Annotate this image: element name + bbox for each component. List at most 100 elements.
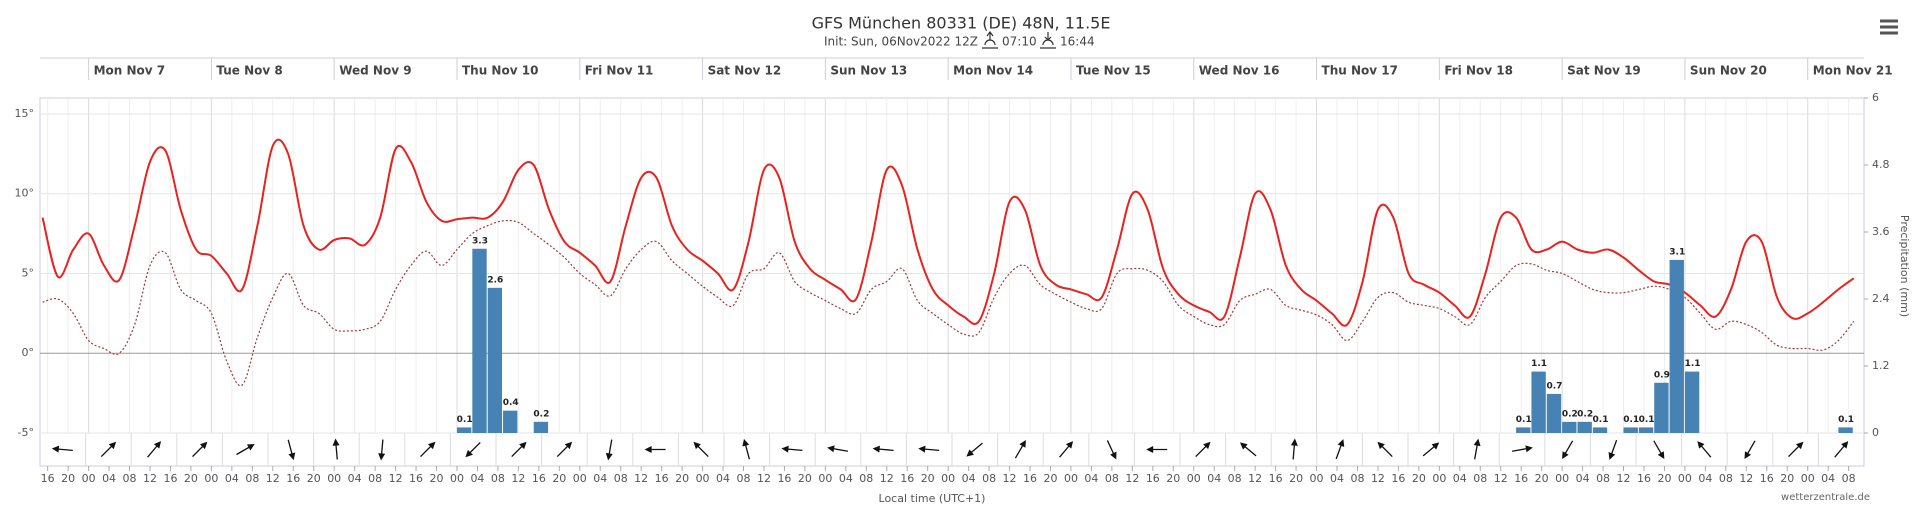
x-tick-label: 12 [143,472,157,485]
x-tick-label: 00 [573,472,587,485]
x-tick-label: 04 [1207,472,1221,485]
wind-arrow-head [1657,451,1665,460]
wind-arrow [1059,441,1074,458]
temperature-line [41,138,1855,327]
bar-value-label: 2.6 [487,275,503,285]
precipitation-bar [503,410,518,433]
x-tick-label: 16 [655,472,669,485]
x-tick-label: 12 [1371,472,1385,485]
wind-arrow-head [1110,451,1117,460]
x-tick-label: 16 [1269,472,1283,485]
precipitation-bar [533,421,549,433]
x-tick-label: 04 [102,472,116,485]
x-tick-label: 00 [327,472,341,485]
x-tick-label: 12 [1739,472,1753,485]
subtitle: Init: Sun, 06Nov2022 12Z [824,35,978,49]
sunrise-time: 07:10 [1002,35,1037,49]
bar-value-label: 0.1 [1639,415,1655,425]
x-tick-label: 12 [266,472,280,485]
x-tick-label: 04 [470,472,484,485]
x-tick-label: 08 [1105,472,1119,485]
x-tick-label: 08 [1596,472,1610,485]
x-tick-label: 20 [675,472,689,485]
x-tick-label: 16 [777,472,791,485]
wind-arrow [1744,440,1756,460]
day-label: Sat Nov 19 [1567,64,1641,78]
day-label: Sat Nov 12 [708,64,782,78]
x-tick-label: 20 [1535,472,1549,485]
bar-value-label: 0.2 [1562,409,1578,419]
x-tick-label: 20 [1043,472,1057,485]
x-tick-label: 08 [1719,472,1733,485]
day-label: Thu Nov 10 [462,64,538,78]
y2-axis-label: Precipitation (mm) [1898,215,1911,317]
wind-arrow [1422,442,1440,457]
dewpoint-line [42,219,1855,387]
x-tick-label: 00 [1801,472,1815,485]
wind-arrow [1146,446,1168,453]
wind-arrow [1106,440,1117,460]
wind-arrow [1014,439,1026,459]
y2-tick-label: 6 [1872,91,1879,104]
wind-arrow [1608,439,1618,460]
wind-arrow-head [918,445,926,453]
bar-value-label: 0.1 [1516,415,1532,425]
x-tick-label: 04 [716,472,730,485]
day-label: Sun Nov 13 [830,64,907,78]
x-tick-label: 16 [41,472,55,485]
day-label: Wed Nov 16 [1199,64,1280,78]
wind-arrow-head [1239,442,1248,450]
x-tick-label: 16 [1023,472,1037,485]
x-tick-label: 16 [1391,472,1405,485]
x-tick-label: 12 [1494,472,1508,485]
wind-arrow-head [1697,441,1705,449]
wind-arrow [1335,439,1345,460]
chart-title: GFS München 80331 (DE) 48N, 11.5E [812,14,1111,33]
wind-arrow-head [153,441,162,449]
y2-tick-label: 4.8 [1872,158,1890,171]
day-label: Thu Nov 17 [1322,64,1398,78]
x-tick-label: 00 [1064,472,1078,485]
x-tick-label: 00 [818,472,832,485]
x-tick-label: 08 [982,472,996,485]
wind-arrow [966,442,983,457]
bar-value-label: 0.1 [1838,415,1854,425]
x-tick-label: 16 [1637,472,1651,485]
x-tick-label: 08 [737,472,751,485]
wind-arrow-head [781,445,789,453]
x-axis-label: Local time (UTC+1) [879,492,986,505]
menu-button[interactable] [1880,19,1898,35]
wind-arrow [287,439,296,461]
bar-value-label: 0.2 [1577,409,1593,419]
precipitation-bar [456,427,472,433]
x-tick-label: 08 [245,472,259,485]
wind-arrow [742,438,751,460]
wind-arrow-head [1290,438,1298,446]
wind-arrow-head [827,445,835,453]
wind-arrow [1697,441,1712,458]
bar-value-label: 0.4 [503,398,519,408]
x-tick-label: 16 [1146,472,1160,485]
wind-arrow [827,445,848,453]
day-label: Wed Nov 9 [339,64,411,78]
x-tick-label: 12 [880,472,894,485]
x-tick-label: 00 [1678,472,1692,485]
wind-arrow [1512,445,1533,453]
wind-arrow-head [644,446,652,453]
wind-arrow-head [1146,446,1154,453]
x-tick-label: 00 [696,472,710,485]
day-label: Fri Nov 11 [585,64,654,78]
bar-value-label: 0.1 [1623,415,1639,425]
x-tick-label: 16 [900,472,914,485]
wind-arrow [1239,442,1257,457]
precipitation-bar [1531,371,1546,433]
y2-tick-label: 2.4 [1872,292,1890,305]
wind-arrow [644,446,666,453]
day-label: Mon Nov 21 [1813,64,1893,78]
precipitation-bar [1669,259,1684,433]
day-label: Tue Nov 8 [216,64,282,78]
wind-arrow-head [1744,451,1752,460]
bar-value-label: 0.7 [1546,381,1562,391]
wind-arrow [1834,441,1849,458]
y2-tick-label: 3.6 [1872,225,1890,238]
